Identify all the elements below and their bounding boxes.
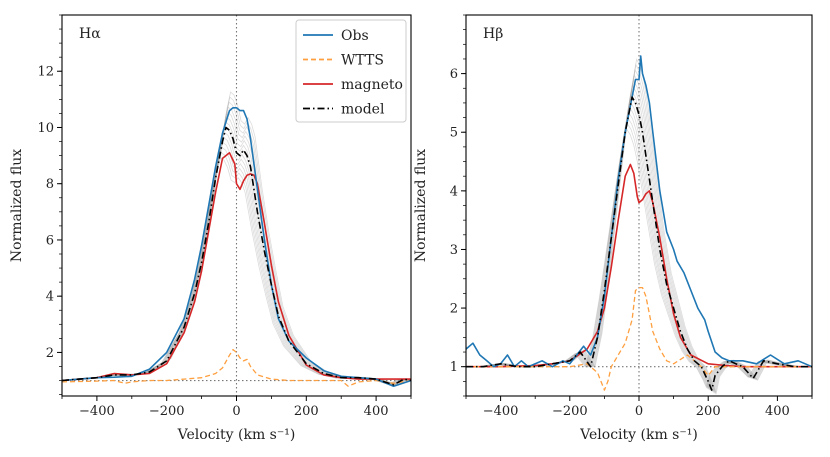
legend-box (295, 19, 407, 123)
panel-1-ensemble-line (65, 101, 411, 386)
panel-1-ytick-label: 8 (46, 177, 54, 192)
panel-2-ytick-label: 3 (450, 243, 458, 258)
panel-2-ensemble-line (466, 128, 807, 389)
panel-2-xtick-label: 400 (765, 404, 790, 419)
panel-2-series-model (466, 96, 812, 391)
panel-2-ensemble-line (466, 122, 808, 390)
panel-2-line-label: Hβ (483, 26, 503, 42)
panel-2-y-axis-label: Normalized flux (413, 149, 429, 262)
panel-2-xtick-label: −200 (552, 404, 588, 419)
panel-2-x-axis-label: Velocity (km s⁻¹) (579, 427, 698, 443)
panel-1-xtick-label: 0 (232, 404, 240, 419)
panel-1-x-axis-label: Velocity (km s⁻¹) (177, 427, 296, 443)
panel-2-ensemble-line (466, 106, 810, 391)
panel-1-ensemble-line (62, 157, 406, 385)
panel-1-legend: Obs WTTS magneto model (295, 19, 407, 123)
panel-2-ensemble-line (466, 117, 809, 390)
panel-1-ensemble-line (62, 116, 411, 386)
panel-2-ensemble-line (466, 112, 809, 390)
panel-1-xtick-label: 200 (294, 404, 319, 419)
legend-label-obs: Obs (341, 28, 369, 44)
panel-1-ytick-label: 12 (37, 65, 54, 80)
panel-1-xtick-label: −200 (149, 404, 185, 419)
panel-1-ensemble-line (66, 91, 411, 386)
legend-label-wtts: WTTS (341, 53, 384, 69)
panel-1-xtick-label: −400 (79, 404, 115, 419)
panel-2-series-wtts (466, 286, 812, 391)
panel-1-ensemble-line (62, 147, 408, 385)
panel-2-ytick-label: 6 (450, 67, 458, 82)
panel-1-ytick-label: 4 (46, 290, 54, 305)
panel-1-ensemble-line (62, 121, 411, 386)
panel-2-ytick-label: 4 (450, 184, 458, 199)
panel-2-ytick-label: 1 (450, 360, 458, 375)
panel-1-xtick-label: 400 (364, 404, 389, 419)
panel-1-line-label: Hα (79, 26, 101, 42)
panel-2-xtick-label: 200 (696, 404, 721, 419)
panel-1-series-wtts (62, 348, 411, 387)
panel-1-ensemble-line (65, 96, 411, 386)
panel-1-series-model (62, 126, 411, 386)
legend-label-model: model (341, 102, 385, 118)
panel-1-ensemble-line (62, 142, 408, 385)
legend-label-magneto: magneto (341, 77, 403, 93)
panel-1-ytick-label: 2 (46, 346, 54, 361)
panel-1-ytick-label: 6 (46, 233, 54, 248)
panel-1-series-magneto (62, 152, 411, 382)
panel-2-ytick-label: 5 (450, 126, 458, 141)
panel-2-ytick-label: 2 (450, 302, 458, 317)
panel-1-y-axis-label: Normalized flux (9, 149, 25, 262)
panel-1-ytick-label: 10 (37, 121, 54, 136)
panel-2-series-obs (466, 55, 812, 368)
panel-2-xtick-label: −400 (483, 404, 519, 419)
panel-2-ensemble-line (466, 101, 811, 392)
panel-2-xtick-label: 0 (635, 404, 643, 419)
panel-1-series-obs (62, 107, 411, 387)
panel-1: −400 −200 0 200 400 2 4 6 8 10 12 Velocity (km s⁻¹)… (9, 14, 412, 443)
panel-1-ensemble-line (62, 152, 407, 385)
panel-2: −400 −200 0 200 400 1 2 3 4 5 6 Velocity (km s⁻¹) No… (413, 14, 813, 443)
panel-1-ensemble-line (62, 136, 409, 386)
panel-1-ensemble-line (64, 106, 411, 386)
panel-1-ensemble-line (63, 111, 411, 386)
